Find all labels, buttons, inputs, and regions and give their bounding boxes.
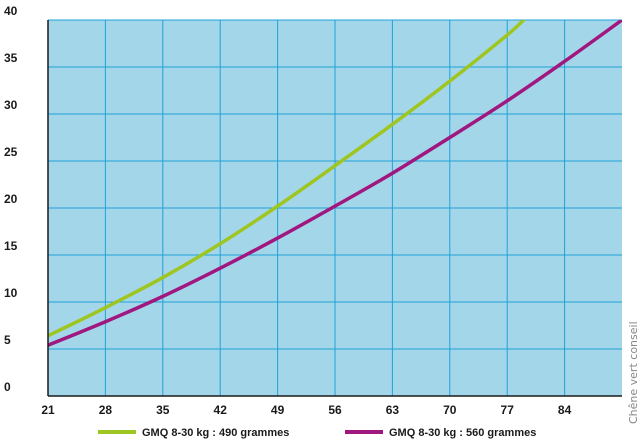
x-tick-label-56: 56 [328,403,342,417]
x-tick-label-49: 49 [271,403,285,417]
y-tick-labels: 0 5 10 15 20 25 30 35 40 [4,4,18,394]
x-tick-label-70: 70 [443,403,457,417]
y-tick-label-0: 0 [4,380,11,394]
y-tick-label-30: 30 [4,98,18,112]
legend: GMQ 8-30 kg : 490 grammes GMQ 8-30 kg : 5… [98,427,536,439]
legend-label-1: GMQ 8-30 kg : 490 grammes [142,427,289,439]
legend-label-2: GMQ 8-30 kg : 560 grammes [389,427,536,439]
series-lines [48,20,622,347]
x-tick-label-77: 77 [501,403,515,417]
y-tick-label-10: 10 [4,286,18,300]
x-tick-label-63: 63 [386,403,400,417]
y-tick-label-20: 20 [4,192,18,206]
x-tick-label-28: 28 [99,403,113,417]
y-tick-label-35: 35 [4,51,18,65]
y-tick-label-5: 5 [4,333,11,347]
y-tick-label-40: 40 [4,4,18,18]
x-tick-label-42: 42 [214,403,228,417]
axes [47,20,622,397]
y-tick-label-15: 15 [4,239,18,253]
x-tick-label-21: 21 [41,403,55,417]
credit-text: Chêne vert conseil [627,321,640,424]
series-line-2 [48,20,622,347]
series-line-1 [48,20,526,338]
x-tick-labels: 21 28 35 42 49 56 63 70 77 84 [41,403,571,417]
x-tick-label-35: 35 [156,403,170,417]
grid [48,19,622,396]
y-tick-label-25: 25 [4,145,18,159]
x-tick-label-84: 84 [558,403,572,417]
